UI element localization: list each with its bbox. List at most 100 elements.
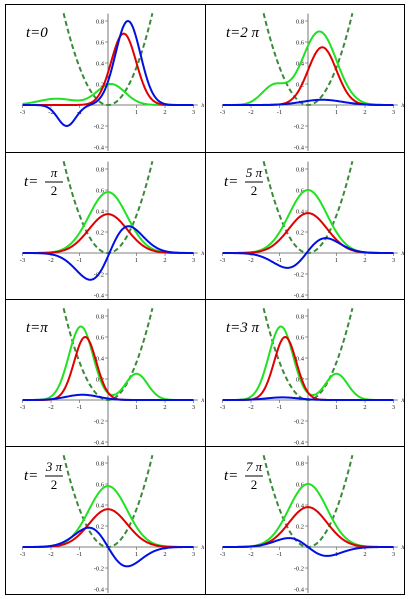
panel-label-prefix: t= (224, 174, 238, 190)
y-tick-label: 0.2 (96, 81, 104, 88)
y-tick-label: 0.8 (96, 460, 104, 467)
x-tick-label: 1 (335, 404, 338, 411)
x-tick-label: -3 (20, 404, 25, 411)
y-tick-label: -0.4 (94, 144, 105, 151)
blue-curve (22, 225, 194, 281)
x-tick-label: 2 (163, 404, 166, 411)
x-tick-label: 2 (363, 257, 366, 264)
x-axis-label: x (400, 396, 404, 404)
y-tick-label: 0.8 (96, 18, 104, 25)
x-tick-label: 3 (392, 257, 395, 264)
y-tick-label: 0.4 (96, 502, 105, 509)
blue-curve (22, 19, 194, 128)
y-tick-label: 0.4 (96, 60, 105, 67)
x-tick-label: -1 (77, 551, 82, 558)
y-tick-label: 0.4 (96, 355, 105, 362)
y-tick-label: -0.2 (94, 418, 104, 425)
y-tick-label: 0.8 (96, 313, 104, 320)
y-tick-label: 0.8 (296, 313, 304, 320)
x-tick-label: -2 (48, 551, 53, 558)
x-tick-label: 1 (335, 109, 338, 116)
x-tick-label: -1 (277, 109, 282, 116)
y-tick-label: 0.8 (296, 460, 304, 467)
x-axis-label: x (200, 543, 204, 551)
y-tick-label: 0.2 (96, 229, 104, 236)
x-tick-label: -1 (77, 404, 82, 411)
x-tick-label: -3 (220, 109, 225, 116)
y-tick-label: 0.6 (96, 334, 105, 341)
x-tick-label: 1 (135, 551, 138, 558)
blue-curve (222, 396, 394, 401)
x-tick-label: 2 (163, 551, 166, 558)
y-tick-label: 0.2 (296, 81, 304, 88)
x-tick-label: 1 (135, 257, 138, 264)
panel-label-prefix: t= (24, 468, 38, 484)
x-tick-label: -1 (77, 257, 82, 264)
y-tick-label: -0.2 (294, 271, 304, 278)
x-tick-label: -1 (277, 404, 282, 411)
panel-t7pi-half: -3-2-1123x-0.4-0.20.20.40.60.8t=7 π2 (220, 454, 404, 593)
blue-curve (222, 237, 394, 269)
panel-label-numerator: 7 π (246, 459, 263, 474)
y-tick-label: 0.4 (96, 208, 105, 215)
x-tick-label: -3 (220, 551, 225, 558)
panel-label-numerator: 3 π (45, 459, 63, 474)
panel-label-prefix: t= (224, 468, 238, 484)
x-tick-label: 3 (192, 551, 195, 558)
x-tick-label: 3 (192, 404, 195, 411)
x-tick-label: -3 (220, 404, 225, 411)
y-tick-label: -0.2 (94, 123, 104, 130)
red-curve (22, 213, 194, 254)
y-tick-label: -0.4 (94, 439, 105, 446)
y-tick-label: -0.4 (294, 292, 305, 299)
y-tick-label: 0.6 (296, 187, 305, 194)
y-tick-label: 0.6 (296, 39, 305, 46)
y-tick-label: 0.4 (296, 208, 305, 215)
green-curve (222, 30, 394, 106)
panel-tpi-half: -3-2-1123x-0.4-0.20.20.40.60.8t=π2 (20, 160, 204, 299)
y-tick-label: -0.2 (294, 418, 304, 425)
x-tick-label: 3 (392, 109, 395, 116)
x-tick-label: 2 (363, 551, 366, 558)
y-tick-label: 0.8 (296, 166, 304, 173)
panel-label-numerator: 5 π (246, 165, 263, 180)
y-tick-label: 0.4 (296, 355, 305, 362)
x-axis-label: x (200, 249, 204, 257)
potential-curve (262, 160, 354, 255)
x-tick-label: -2 (248, 551, 253, 558)
y-tick-label: 0.2 (296, 523, 304, 530)
blue-curve (222, 537, 394, 557)
x-tick-label: -1 (277, 257, 282, 264)
x-axis-label: x (200, 396, 204, 404)
x-tick-label: -2 (48, 257, 53, 264)
y-tick-label: 0.2 (296, 229, 304, 236)
panel-label-denominator: 2 (51, 477, 58, 492)
y-tick-label: 0.6 (96, 39, 105, 46)
panel-label-denominator: 2 (251, 183, 258, 198)
panel-grid: -3-2-1123x-0.4-0.20.20.40.60.8t=0 -3-2-1… (5, 4, 405, 595)
panel-label-denominator: 2 (251, 477, 258, 492)
panel-t2pi: -3-2-1123x-0.4-0.20.20.40.60.8t=2 π (220, 12, 404, 151)
panel-t3pi-half: -3 -2 -1 1 2 3x -0.4 -0.2 0.2 0.4 0.6 0.8 t= 3 π 2 (20, 454, 204, 593)
potential-curve (62, 307, 154, 402)
grid-horizontal-divider (6, 446, 404, 447)
y-tick-label: -0.2 (294, 565, 304, 572)
x-tick-label: 2 (163, 257, 166, 264)
y-tick-label: -0.4 (294, 439, 305, 446)
panel-label-numerator: π (51, 165, 58, 180)
y-tick-label: -0.4 (94, 292, 105, 299)
panel-label: t=2 π (226, 25, 260, 41)
x-tick-label: 2 (363, 404, 366, 411)
y-tick-label: 0.6 (296, 481, 305, 488)
x-axis-label: x (200, 101, 204, 109)
x-tick-label: 2 (163, 109, 166, 116)
grid-horizontal-divider (6, 152, 404, 153)
potential-curve (62, 12, 154, 107)
panel-label-denominator: 2 (51, 183, 58, 198)
x-tick-label: -3 (20, 257, 25, 264)
panel-label: t=π (26, 320, 48, 336)
blue-curve (22, 526, 194, 568)
potential-curve (62, 160, 154, 255)
x-axis-label: x (400, 249, 404, 257)
